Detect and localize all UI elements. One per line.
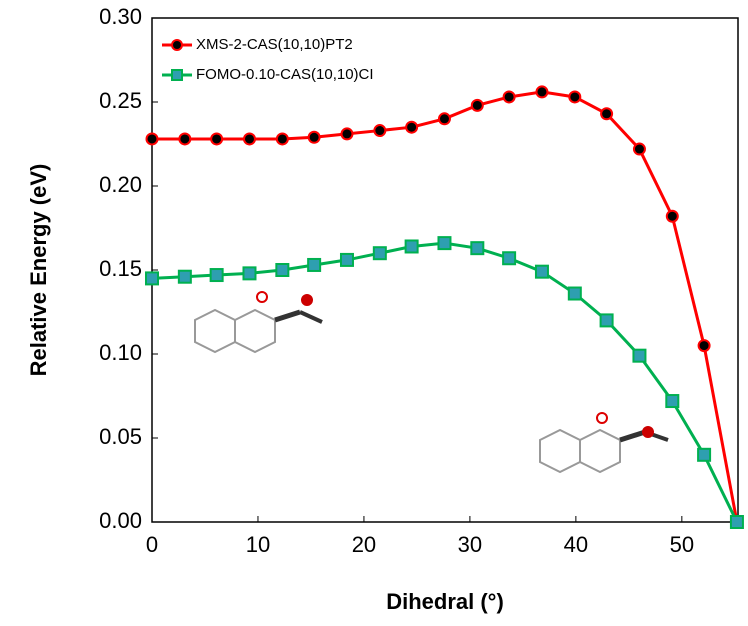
- molecule-decoration: [195, 292, 668, 472]
- point: [536, 86, 547, 97]
- point: [179, 271, 191, 283]
- point: [472, 100, 483, 111]
- y-tick-label: 0.25: [99, 88, 142, 113]
- y-tick-label: 0.10: [99, 340, 142, 365]
- point: [569, 288, 581, 300]
- point: [406, 122, 417, 133]
- y-tick-label: 0.20: [99, 172, 142, 197]
- point: [277, 133, 288, 144]
- chart: Dihedral (°) Relative Energy (eV) 0.00 0.…: [0, 0, 748, 621]
- point: [666, 395, 678, 407]
- point: [633, 350, 645, 362]
- point: [276, 264, 288, 276]
- point: [634, 144, 645, 155]
- point: [569, 91, 580, 102]
- point: [374, 247, 386, 259]
- point: [243, 267, 255, 279]
- x-tick-label: 20: [352, 532, 376, 557]
- x-tick-label: 50: [670, 532, 694, 557]
- x-tick-label: 40: [564, 532, 588, 557]
- x-tick-label: 30: [458, 532, 482, 557]
- point: [699, 340, 710, 351]
- point: [667, 211, 678, 222]
- legend-marker: [172, 40, 182, 50]
- legend-marker: [172, 70, 182, 80]
- legend-label: XMS-2-CAS(10,10)PT2: [196, 36, 353, 53]
- x-tick-label: 0: [146, 532, 158, 557]
- point: [211, 269, 223, 281]
- point: [731, 516, 743, 528]
- point: [374, 125, 385, 136]
- x-tick-label: 10: [246, 532, 270, 557]
- point: [471, 242, 483, 254]
- point: [341, 128, 352, 139]
- point: [698, 449, 710, 461]
- x-axis-label: Dihedral (°): [386, 589, 504, 614]
- point: [406, 240, 418, 252]
- plot-frame: [152, 18, 738, 522]
- y-tick-label: 0.30: [99, 4, 142, 29]
- y-tick-label: 0.05: [99, 424, 142, 449]
- point: [439, 113, 450, 124]
- point: [211, 133, 222, 144]
- point: [504, 91, 515, 102]
- series-line: [152, 92, 737, 522]
- point: [341, 254, 353, 266]
- point: [438, 237, 450, 249]
- y-axis-label: Relative Energy (eV): [26, 164, 51, 377]
- series-line: [152, 243, 737, 522]
- point: [536, 266, 548, 278]
- y-tick-label: 0.15: [99, 256, 142, 281]
- point: [601, 314, 613, 326]
- point: [601, 108, 612, 119]
- y-tick-label: 0.00: [99, 508, 142, 533]
- point: [146, 272, 158, 284]
- point: [309, 132, 320, 143]
- point: [503, 252, 515, 264]
- point: [308, 259, 320, 271]
- point: [244, 133, 255, 144]
- point: [147, 133, 158, 144]
- legend-label: FOMO-0.10-CAS(10,10)CI: [196, 66, 374, 83]
- point: [179, 133, 190, 144]
